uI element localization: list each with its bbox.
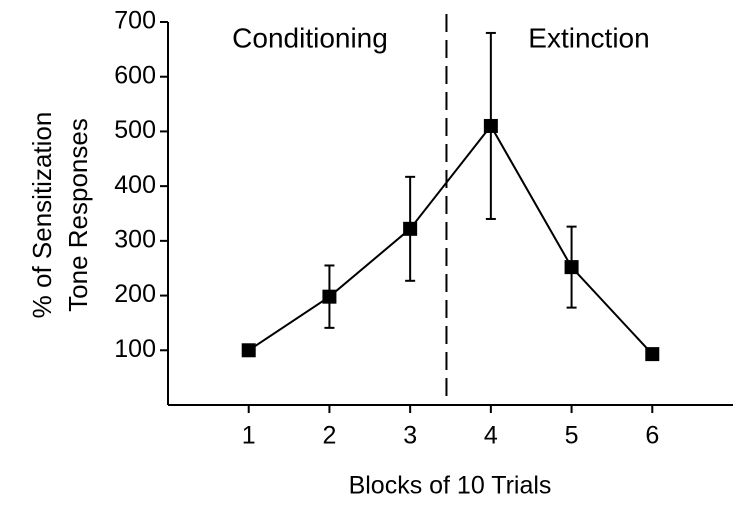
y-tick-label: 300 [114,225,156,253]
marker [483,118,498,133]
marker [322,289,337,304]
y-axis-label: % of Sensitization [27,112,57,319]
y-tick-label: 500 [114,116,156,144]
y-axis-label: Tone Responses [63,118,93,312]
marker [645,347,660,362]
y-tick-label: 400 [114,171,156,199]
x-tick-label: 3 [403,422,417,450]
annotation: Conditioning [232,22,388,53]
x-tick-label: 4 [484,422,498,450]
annotation: Extinction [528,22,649,53]
marker [241,343,256,358]
marker [403,221,418,236]
x-tick-label: 6 [645,422,659,450]
x-tick-label: 2 [322,422,336,450]
x-axis-label: Blocks of 10 Trials [349,472,552,500]
marker [564,260,579,275]
y-tick-label: 100 [114,335,156,363]
x-tick-label: 5 [565,422,579,450]
y-tick-label: 600 [114,61,156,89]
data-line [248,124,654,355]
x-tick-label: 1 [242,422,256,450]
y-tick-label: 200 [114,280,156,308]
y-tick-label: 700 [114,7,156,35]
